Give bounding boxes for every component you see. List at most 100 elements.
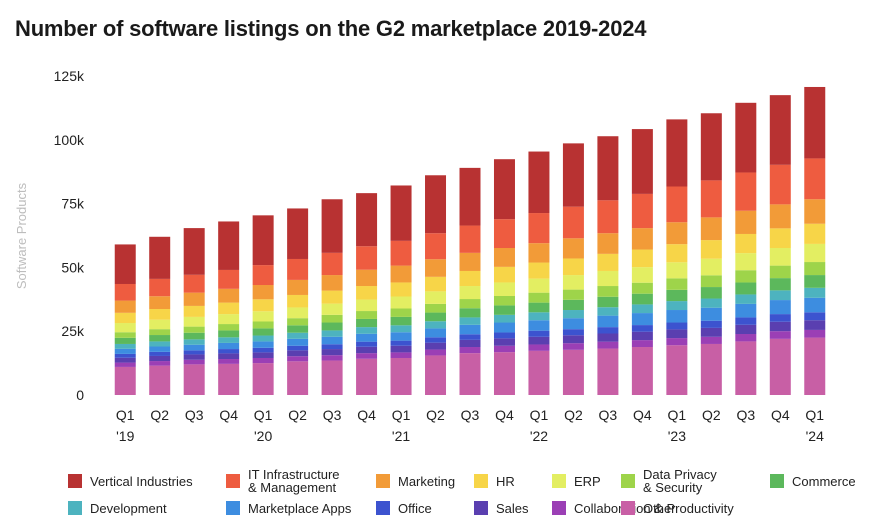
bar-segment xyxy=(356,286,378,300)
bar-segment xyxy=(287,338,309,346)
legend-swatch xyxy=(474,501,488,515)
bar-segment xyxy=(769,204,791,229)
y-tick-label: 50k xyxy=(61,259,85,275)
x-tick-label: Q1 xyxy=(530,407,549,423)
bar-segment xyxy=(631,249,653,268)
bar-segment xyxy=(562,335,584,344)
legend: Vertical Industries IT Infrastructure & M… xyxy=(68,468,868,524)
legend-item: Other xyxy=(621,495,676,521)
bar-segment xyxy=(356,327,378,334)
bar-segment xyxy=(390,345,412,353)
bar-segment xyxy=(390,332,412,341)
bar-segment xyxy=(252,363,274,395)
legend-swatch xyxy=(226,501,240,515)
bar-segment xyxy=(459,347,481,354)
legend-label: Vertical Industries xyxy=(90,473,193,489)
x-tick-label: Q3 xyxy=(185,407,204,423)
bar-segment xyxy=(528,320,550,331)
bar-segment xyxy=(287,350,309,357)
bar-segment xyxy=(666,310,688,323)
bar-segment xyxy=(700,298,722,308)
bar-segment xyxy=(149,351,171,356)
bar-segment xyxy=(425,321,447,329)
bar-segment xyxy=(425,312,447,322)
bar-segment xyxy=(528,302,550,313)
bar-segment xyxy=(114,300,136,313)
bar-segment xyxy=(562,258,584,276)
legend-swatch xyxy=(68,501,82,515)
bar-segment xyxy=(769,164,791,205)
legend-swatch xyxy=(376,501,390,515)
bar-segment xyxy=(769,95,791,165)
bar-segment xyxy=(804,337,826,395)
bar-segment xyxy=(321,344,343,350)
bar-segment xyxy=(528,312,550,321)
bar-segment xyxy=(493,219,515,249)
bar-segment xyxy=(597,296,619,308)
bar-segment xyxy=(356,341,378,347)
bar-segment xyxy=(425,328,447,338)
x-tick-year-label: '23 xyxy=(668,428,686,444)
bar-segment xyxy=(459,167,481,226)
bar-segment xyxy=(183,326,205,333)
bar-segment xyxy=(459,324,481,335)
bar-segment xyxy=(114,244,136,284)
bar-segment xyxy=(769,228,791,248)
legend-item: Marketing xyxy=(376,468,455,494)
x-tick-label: Q3 xyxy=(736,407,755,423)
legend-item: Marketplace Apps xyxy=(226,495,351,521)
bar-segment xyxy=(390,240,412,266)
bar-segment xyxy=(493,352,515,395)
bar-segment xyxy=(390,340,412,346)
bar-segment xyxy=(287,279,309,295)
bar-segment xyxy=(769,265,791,279)
bar-segment xyxy=(287,318,309,326)
x-tick-label: Q1 xyxy=(116,407,135,423)
bar-segment xyxy=(493,266,515,283)
bar-segment xyxy=(252,299,274,312)
bar-segment xyxy=(218,330,240,338)
bar-segment xyxy=(666,345,688,395)
bar-segment xyxy=(597,200,619,234)
bar-segment xyxy=(114,283,136,301)
legend-label: Commerce xyxy=(792,473,856,489)
legend-item: HR xyxy=(474,468,515,494)
bar-segment xyxy=(183,354,205,360)
bar-segment xyxy=(666,262,688,279)
x-tick-label: Q1 xyxy=(392,407,411,423)
bar-segment xyxy=(493,332,515,339)
bar-segment xyxy=(252,215,274,266)
bar-segment xyxy=(700,320,722,328)
bar-segment xyxy=(321,322,343,331)
bar-segment xyxy=(149,355,171,362)
legend-swatch xyxy=(552,474,566,488)
bar-segment xyxy=(666,222,688,245)
x-tick-label: Q2 xyxy=(426,407,445,423)
bar-segment xyxy=(528,292,550,303)
bar-segment xyxy=(631,304,653,314)
bar-segment xyxy=(183,316,205,327)
legend-swatch xyxy=(621,501,635,515)
bar-segment xyxy=(356,318,378,328)
legend-label: Marketing xyxy=(398,473,456,489)
bar-segment xyxy=(804,223,826,244)
bar-segment xyxy=(562,310,584,319)
x-tick-label: Q3 xyxy=(599,407,618,423)
bar-segment xyxy=(700,343,722,395)
bar-segment xyxy=(218,359,240,364)
bar-segment xyxy=(390,358,412,395)
bar-segment xyxy=(459,286,481,300)
bar-segment xyxy=(735,341,757,395)
legend-label: Other xyxy=(643,500,676,516)
legend-swatch xyxy=(226,474,240,488)
bar-segment xyxy=(493,314,515,323)
bar-segment xyxy=(493,345,515,353)
bar-segment xyxy=(356,346,378,354)
x-tick-label: Q2 xyxy=(564,407,583,423)
bar-segment xyxy=(528,151,550,214)
bar-segment xyxy=(356,299,378,312)
bar-segment xyxy=(287,294,309,308)
bar-segment xyxy=(321,355,343,361)
bar-segment xyxy=(804,243,826,263)
x-tick-label: Q4 xyxy=(219,407,238,423)
